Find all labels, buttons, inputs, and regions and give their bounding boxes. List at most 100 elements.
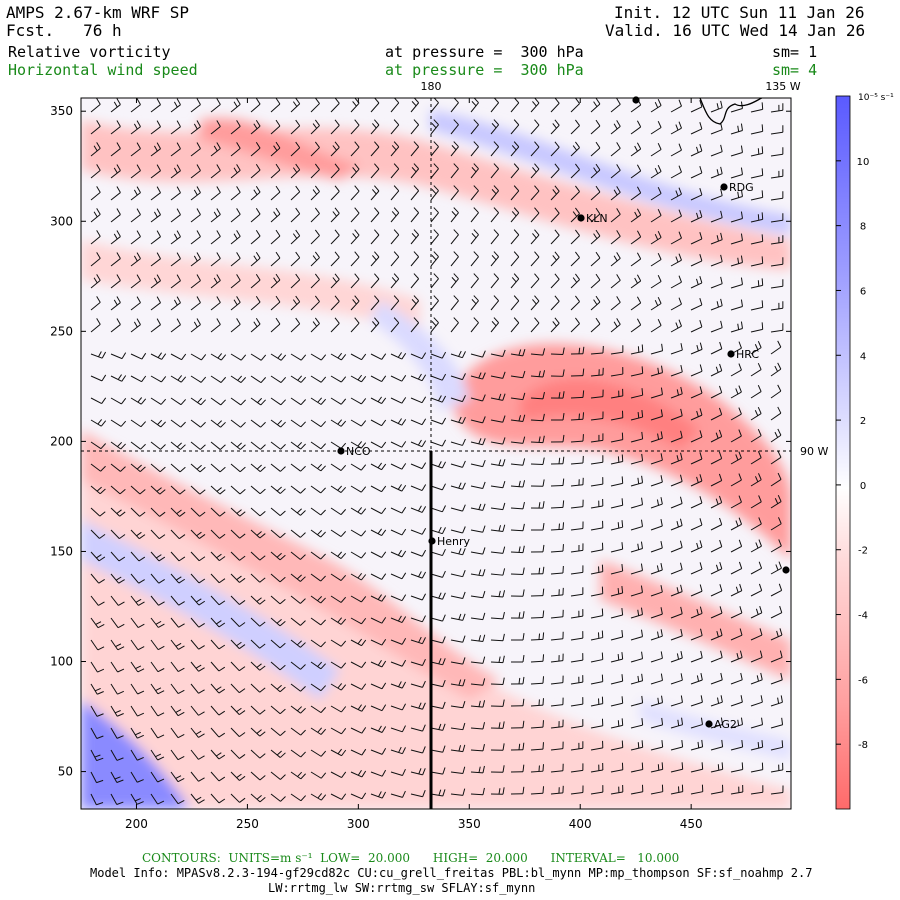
wind-barb [690,298,703,311]
wind-barb [610,252,621,267]
wind-barb [670,165,682,179]
wind-barb [450,569,466,578]
wind-barb [510,349,526,357]
wind-barb [510,611,525,619]
station-rdg-label: RDG [729,181,754,194]
wind-barb [670,784,684,795]
wind-barb [270,98,281,113]
wind-barb [490,502,506,511]
wind-barb [170,551,186,562]
wind-barb [470,273,479,289]
wind-barb [370,551,387,558]
wind-barb [230,142,241,157]
wind-barb [730,495,742,509]
wind-barb [190,142,201,157]
wind-barb [630,142,642,157]
wind-barb [490,699,505,707]
wind-barb [750,190,764,201]
wind-barb [270,639,286,649]
wind-barb [410,352,427,360]
wind-barb [470,372,486,380]
wind-barb [530,698,544,707]
wind-barb [470,525,486,533]
wind-barb [130,142,141,157]
wind-barb [470,317,479,333]
wind-barb [770,384,782,399]
wind-barb [270,251,281,267]
wind-barb [290,141,301,157]
wind-barb [230,98,241,113]
wind-barb [130,419,147,428]
wind-barb [430,163,439,179]
wind-barb [190,661,205,672]
wind-barb [450,141,459,157]
wind-barb [610,186,621,201]
wind-barb [570,763,584,773]
wind-barb [110,507,126,517]
wind-barb [730,189,743,201]
wind-barb [150,120,161,135]
wind-barb [470,634,486,642]
wind-barb [530,742,544,751]
wind-barb [110,230,121,245]
wind-barb [230,296,241,311]
model-info-line2: LW:rrtmg_lw SW:rrtmg_sw SFLAY:sf_mynn [268,881,536,895]
wind-barb [530,720,544,729]
wind-barb [710,254,723,267]
station-henry-marker [428,537,436,545]
wind-barb [270,419,286,428]
wind-barb [750,583,763,597]
wind-barb [270,353,287,361]
wind-barb [470,590,486,599]
wind-barb [570,412,585,421]
valid-time: Valid. 16 UTC Wed 14 Jan 26 [605,21,866,40]
wind-barb [350,119,360,135]
wind-barb [230,441,246,450]
wind-barb [290,397,307,406]
wind-barb [770,169,784,179]
wind-barb [710,232,723,245]
wind-barb [270,507,286,517]
station-ag2-label: AG2 [714,718,737,731]
wind-barb [310,185,320,201]
wind-barb [690,518,703,531]
wind-barb [90,318,101,333]
y-tick-label: 50 [58,765,73,779]
wind-barb [770,785,784,795]
wind-barb [250,485,266,495]
wind-barb [230,353,247,361]
wind-barb [610,740,624,751]
wind-barb [450,744,466,753]
wind-barb [510,185,520,201]
wind-barb [690,342,703,355]
wind-barb [390,185,400,201]
wind-barb [210,683,226,694]
wind-barb [490,295,500,311]
colorbar-label: -4 [858,611,868,622]
wind-barb [470,612,486,621]
wind-barb [110,419,127,427]
wind-barb [410,636,426,645]
wind-barb [470,765,485,774]
wind-barb [250,186,261,201]
wind-barb [90,749,104,762]
wind-barb [650,164,662,179]
wind-barb [610,318,621,333]
wind-barb [270,573,286,583]
wind-barb [690,210,703,223]
wind-barb [150,274,161,289]
wind-barb [470,481,486,490]
wind-barb [310,119,320,135]
wind-barb [610,608,624,619]
wind-barb [750,451,762,465]
wind-barb [470,547,486,555]
wind-barb [710,650,723,663]
wind-barb [250,318,261,333]
wind-barb [410,571,427,579]
wind-barb [390,229,400,245]
wind-barb [110,164,121,179]
wind-barb [110,727,124,739]
wind-barb [510,654,525,663]
wind-barb [450,591,466,600]
wind-barb [150,661,165,673]
